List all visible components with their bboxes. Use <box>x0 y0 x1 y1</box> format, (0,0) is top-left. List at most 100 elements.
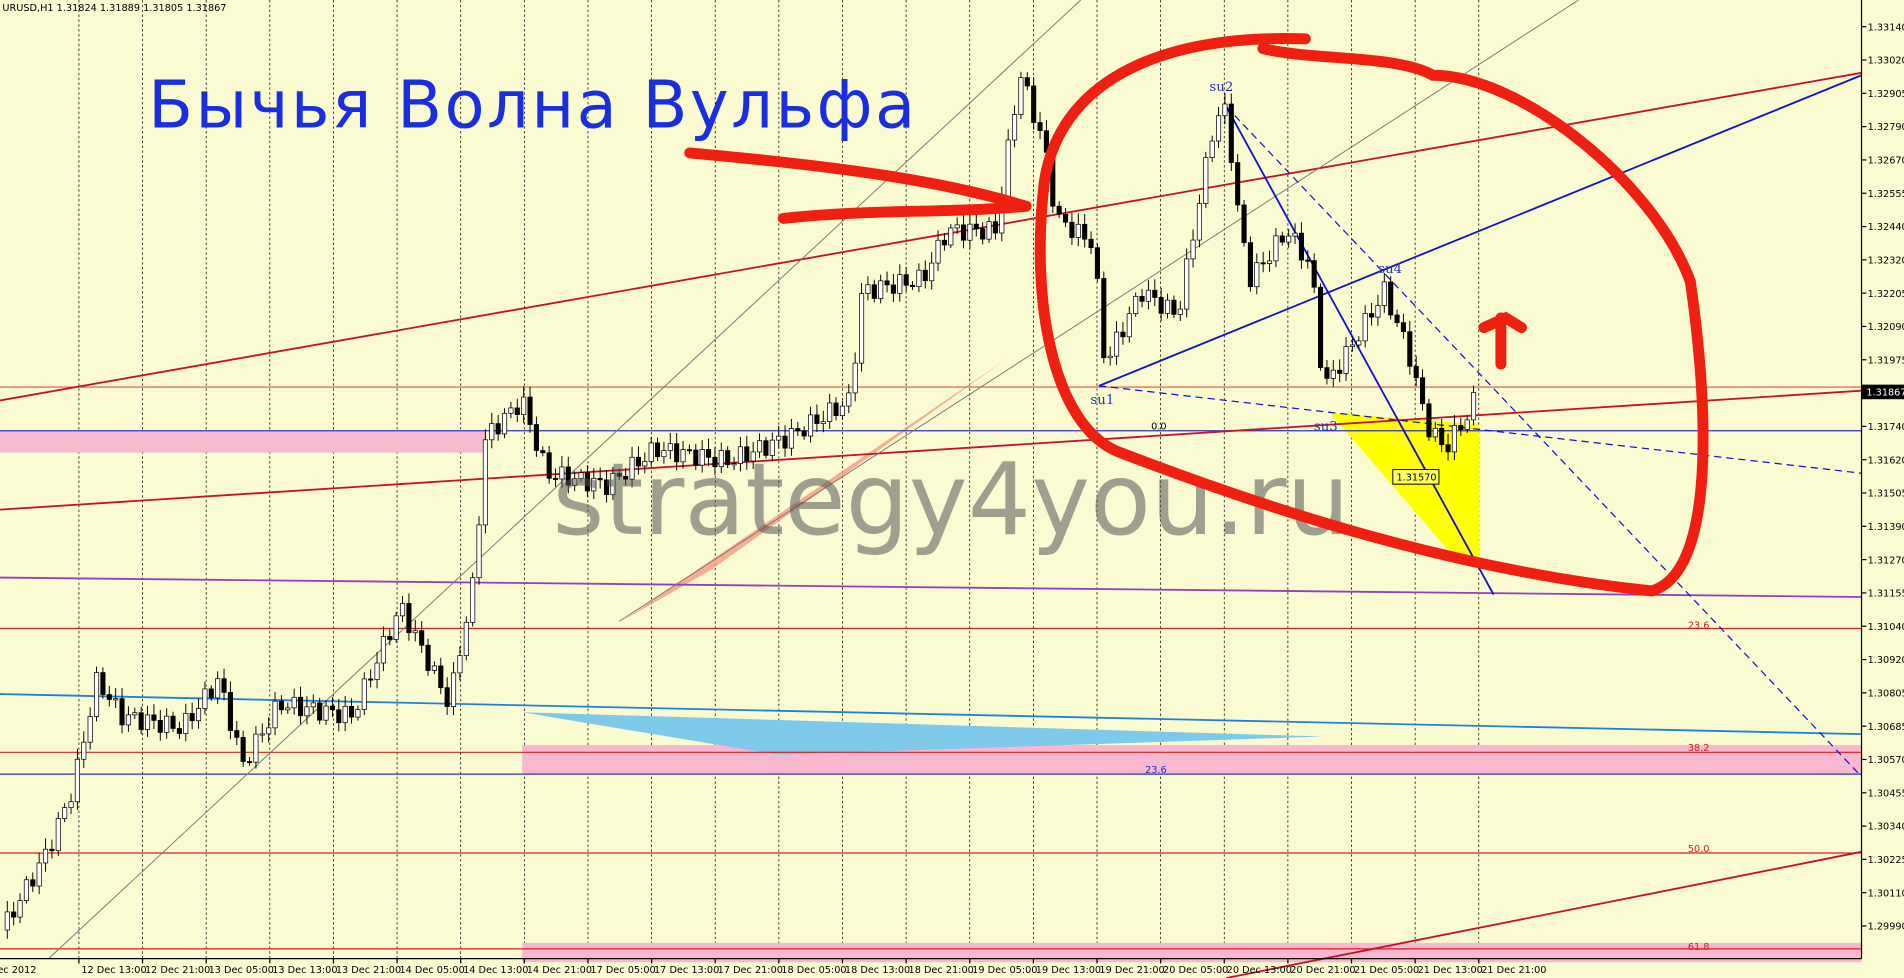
price-label: 1.30570 <box>1868 755 1904 766</box>
candle-body <box>1407 331 1413 367</box>
candle-body <box>1337 369 1343 374</box>
time-label: 2 Dec 2012 <box>0 965 36 976</box>
circle-mark <box>1034 33 1709 597</box>
price-label: 1.30455 <box>1868 788 1904 799</box>
time-label: 12 Dec 13:00 <box>81 965 146 976</box>
candle-body <box>827 402 833 422</box>
candle-body <box>737 446 743 465</box>
candle-body <box>431 665 437 671</box>
price-label: 1.32205 <box>1868 289 1904 300</box>
candle-body <box>591 478 597 492</box>
time-label: 17 Dec 05:00 <box>590 965 655 976</box>
time-label: 21 Dec 05:00 <box>1354 965 1419 976</box>
candle-body <box>1247 242 1253 288</box>
candle-body <box>1062 213 1069 223</box>
price-box <box>1392 469 1440 485</box>
candle-body <box>1024 77 1030 87</box>
candle-body <box>712 456 718 468</box>
candle-body <box>565 466 571 486</box>
candle-body <box>501 412 508 435</box>
trend-line <box>1226 850 1862 978</box>
candle-body <box>744 446 750 462</box>
current-price: 1.31867 <box>1866 388 1904 399</box>
fib-label: 50.0 <box>1688 844 1710 855</box>
time-label: 17 Dec 21:00 <box>718 965 783 976</box>
candle-body <box>1075 223 1081 238</box>
candle-body <box>1273 235 1279 262</box>
candle-body <box>393 615 399 640</box>
candle-body <box>718 450 724 468</box>
fib-label: 38.2 <box>1688 743 1710 754</box>
candle-body <box>635 456 641 467</box>
candle-body <box>195 708 202 722</box>
candle-body <box>973 223 979 230</box>
candle-body <box>782 435 788 449</box>
candle-body <box>533 424 539 451</box>
candle-body <box>871 284 877 299</box>
price-label: 1.30225 <box>1868 855 1904 866</box>
fib-label: 23.6 <box>1688 621 1710 632</box>
candle-body <box>667 443 673 451</box>
candle-body <box>552 477 559 480</box>
candle-body <box>425 644 431 671</box>
candle-body <box>1260 262 1266 265</box>
fib-label: 61.8 <box>1688 942 1710 953</box>
candle-body <box>151 714 157 721</box>
price-label: 1.30340 <box>1868 822 1904 833</box>
candle-body <box>846 392 852 407</box>
candle-body <box>457 655 463 674</box>
candle-body <box>1094 247 1100 279</box>
time-label: 13 Dec 05:00 <box>209 965 274 976</box>
candle-body <box>1464 419 1470 430</box>
candle-body <box>1267 260 1273 264</box>
time-label: 18 Dec 05:00 <box>781 965 846 976</box>
time-label: 14 Dec 21:00 <box>527 965 592 976</box>
candle-body <box>763 440 769 456</box>
candle-body <box>323 705 329 721</box>
candle-body <box>285 707 291 711</box>
candle-body <box>1228 103 1234 163</box>
price-label: 1.32790 <box>1868 122 1904 133</box>
candle-body <box>1018 77 1024 115</box>
candle-body <box>1005 139 1011 198</box>
candle-body <box>240 736 246 762</box>
price-axis <box>1861 0 1904 978</box>
candle-body <box>833 402 839 417</box>
candle-body <box>1190 239 1196 260</box>
arrow <box>684 147 1032 212</box>
channel-line <box>48 0 1082 959</box>
candle-body <box>616 473 622 477</box>
candle-body <box>227 692 233 731</box>
candle-body <box>756 440 763 453</box>
candle-body <box>629 456 635 480</box>
candle-body <box>1209 140 1215 158</box>
candle-body <box>1439 427 1445 446</box>
candle-body <box>119 698 125 726</box>
candle-body <box>929 262 935 282</box>
trend-line <box>0 389 1862 511</box>
price-label: 1.31975 <box>1868 355 1904 366</box>
wedge <box>522 712 1324 755</box>
candle-body <box>412 630 418 634</box>
candle-body <box>336 709 342 724</box>
wave-label: su1 <box>1090 393 1114 408</box>
fib-label: 0.0 <box>1151 422 1166 433</box>
candle-body <box>42 848 49 864</box>
candle-body <box>623 475 629 480</box>
candle-body <box>897 274 903 294</box>
candle-body <box>438 665 444 689</box>
candle-body <box>935 239 941 264</box>
trend-line <box>0 693 1862 736</box>
time-label: 14 Dec 05:00 <box>400 965 465 976</box>
price-label: 1.30685 <box>1868 722 1904 733</box>
candle-body <box>23 879 29 901</box>
time-label: 21 Dec 13:00 <box>1418 965 1483 976</box>
candle-body <box>1311 260 1317 288</box>
wedge <box>621 357 1008 622</box>
candle-body <box>521 396 527 415</box>
wave-label: su4 <box>1378 262 1402 277</box>
candle-body <box>1445 444 1451 453</box>
candle-body <box>419 630 425 646</box>
